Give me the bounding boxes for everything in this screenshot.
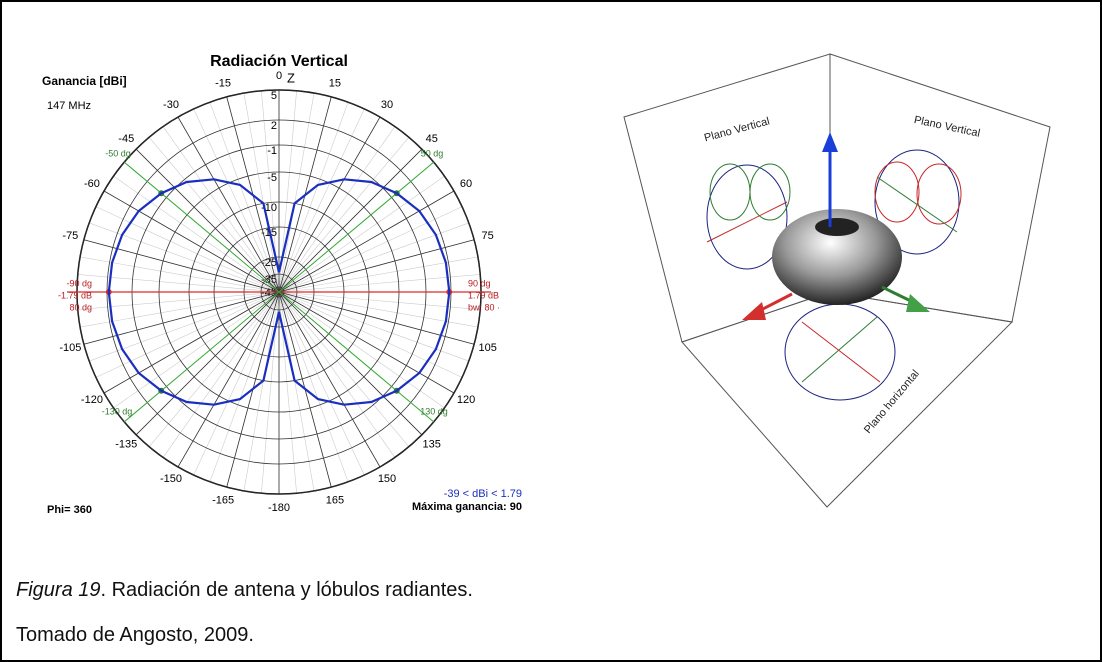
label: Máxima ganancia: 90 — [412, 501, 522, 513]
angle-tick-label: -105 — [59, 342, 81, 354]
angle-tick-label: 105 — [478, 342, 496, 354]
spoke — [279, 292, 474, 344]
label: 130 dg — [420, 406, 448, 416]
label: 1.79 dB — [468, 290, 499, 300]
angle-tick-label: -45 — [118, 133, 134, 145]
label: -130 dg — [102, 406, 133, 416]
plane-label: Plano Vertical — [913, 114, 981, 140]
angle-tick-label: 150 — [378, 473, 396, 485]
angle-tick-label: -15 — [215, 77, 231, 89]
label: 80 dg — [69, 302, 92, 312]
label: Ganancia [dBi] — [42, 74, 127, 88]
angle-tick-label: 120 — [457, 394, 475, 406]
angle-tick-label: 75 — [482, 230, 494, 242]
caption-text: . Radiación de antena y lóbulos radiante… — [101, 579, 473, 601]
page: 52-1-5-10-15-25-35-450153045607510512013… — [0, 0, 1102, 662]
radial-tick-label: -1 — [267, 145, 277, 157]
label: 90 dg — [468, 278, 491, 288]
figure: 52-1-5-10-15-25-35-450153045607510512013… — [2, 2, 1100, 542]
figure-number: Figura 19 — [16, 579, 101, 601]
angle-tick-label: -30 — [163, 99, 179, 111]
label: -39 < dBi < 1.79 — [444, 488, 522, 500]
angle-tick-label: -60 — [84, 178, 100, 190]
angle-tick-label: -165 — [212, 495, 234, 507]
diagram-3d: Plano Vertical Plano Vertical Plano hori… — [624, 54, 1050, 507]
angle-tick-label: -120 — [81, 394, 103, 406]
radial-tick-label: 2 — [271, 120, 277, 132]
angle-tick-label: 15 — [329, 77, 341, 89]
label: 50 dg — [421, 148, 444, 158]
source: Tomado de Angosto, 2009. — [16, 624, 254, 647]
angle-tick-label: 0 — [276, 70, 282, 82]
plane-label: Plano Vertical — [703, 115, 771, 144]
label: -90 dg — [66, 278, 92, 288]
angle-tick-label: -75 — [62, 230, 78, 242]
label: Phi= 360 — [47, 504, 92, 516]
angle-tick-label: 45 — [426, 133, 438, 145]
label: Z — [287, 70, 295, 85]
plane-label: Plano horizontal — [862, 368, 922, 436]
angle-tick-label: -180 — [268, 502, 290, 514]
spoke — [84, 292, 279, 344]
spoke — [84, 240, 279, 292]
label: 147 MHz — [47, 100, 91, 112]
angle-tick-label: 30 — [381, 99, 393, 111]
polar-plot: 52-1-5-10-15-25-35-450153045607510512013… — [42, 53, 522, 516]
radial-tick-label: -25 — [261, 257, 277, 269]
radial-tick-label: -5 — [267, 172, 277, 184]
angle-tick-label: 135 — [423, 439, 441, 451]
angle-tick-label: -135 — [115, 439, 137, 451]
label: Radiación Vertical — [210, 53, 348, 70]
angle-tick-label: 165 — [326, 495, 344, 507]
angle-tick-label: 60 — [460, 178, 472, 190]
radial-tick-label: 5 — [271, 90, 277, 102]
spoke — [279, 240, 474, 292]
label: -1.79 dB — [58, 290, 92, 300]
label: -50 dg — [105, 148, 131, 158]
caption: Figura 19. Radiación de antena y lóbulos… — [16, 579, 473, 602]
label: bw: 80 · — [468, 302, 500, 312]
angle-tick-label: -150 — [160, 473, 182, 485]
